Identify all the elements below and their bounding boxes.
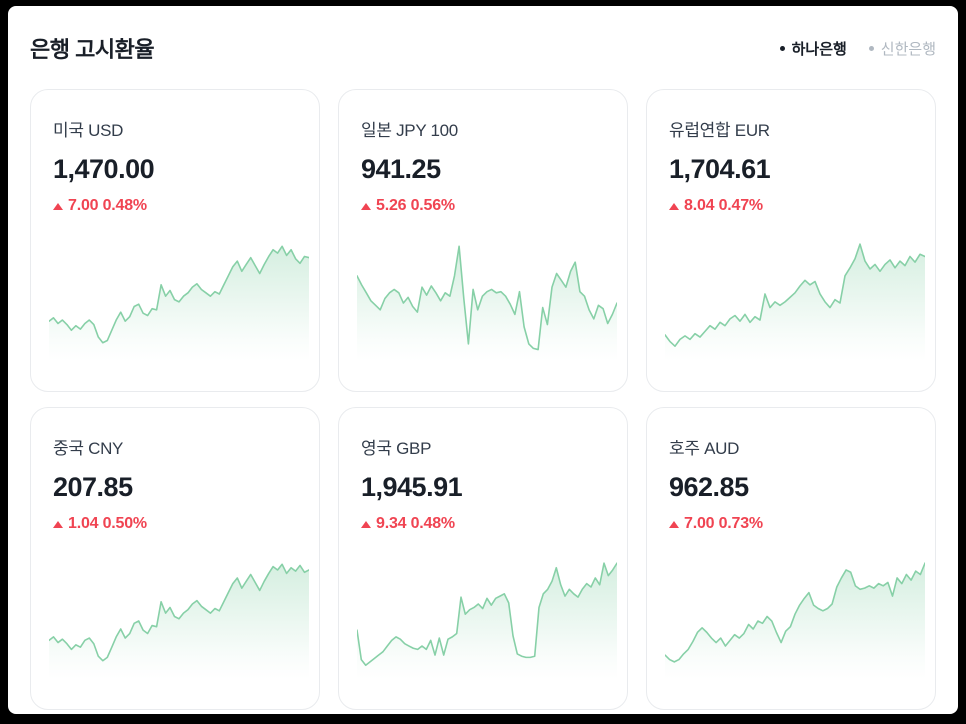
sparkline-chart-eur: [665, 236, 925, 361]
rate-change-usd: 7.00 0.48%: [31, 197, 319, 215]
up-arrow-icon: [53, 520, 63, 528]
sparkline-chart-cny: [49, 554, 309, 679]
rate-value-eur: 1,704.61: [669, 154, 771, 184]
rate-change-eur: 8.04 0.47%: [647, 197, 935, 215]
rate-change-gbp: 9.34 0.48%: [339, 515, 627, 533]
currency-name-aud: 호주 AUD: [669, 439, 740, 458]
page-title: 은행 고시환율: [30, 37, 155, 62]
sparkline-chart-gbp: [357, 554, 617, 679]
rate-card-aud[interactable]: 호주 AUD 962.85 7.00 0.73%: [646, 407, 936, 710]
rate-change-text-aud: 7.00 0.73%: [684, 515, 763, 532]
up-arrow-icon: [669, 202, 679, 210]
rate-change-text-cny: 1.04 0.50%: [68, 515, 147, 532]
exchange-rates-panel: 은행 고시환율 하나은행 신한은행 미국 USD 1,470.00 7.00 0…: [8, 6, 958, 714]
legend-label-shinhan: 신한은행: [880, 40, 936, 58]
hana-dot-icon: [779, 45, 785, 51]
currency-name-cny: 중국 CNY: [53, 439, 124, 458]
legend-item-shinhan[interactable]: 신한은행: [868, 38, 936, 59]
rate-change-text-gbp: 9.34 0.48%: [376, 515, 455, 532]
up-arrow-icon: [53, 202, 63, 210]
rate-change-text-jpy: 5.26 0.56%: [376, 197, 455, 214]
rate-card-gbp[interactable]: 영국 GBP 1,945.91 9.34 0.48%: [338, 407, 628, 710]
rate-value-gbp: 1,945.91: [361, 472, 463, 502]
sparkline-chart-jpy: [357, 236, 617, 361]
rate-value-usd: 1,470.00: [53, 154, 155, 184]
sparkline-chart-aud: [665, 554, 925, 679]
currency-name-eur: 유럽연합 EUR: [669, 121, 770, 140]
rate-card-jpy[interactable]: 일본 JPY 100 941.25 5.26 0.56%: [338, 89, 628, 392]
up-arrow-icon: [361, 520, 371, 528]
rate-cards-grid: 미국 USD 1,470.00 7.00 0.48% 일본 JPY 100 94…: [30, 89, 936, 710]
rate-change-cny: 1.04 0.50%: [31, 515, 319, 533]
rate-change-jpy: 5.26 0.56%: [339, 197, 627, 215]
currency-name-jpy: 일본 JPY 100: [361, 121, 458, 140]
rate-value-aud: 962.85: [669, 472, 749, 502]
up-arrow-icon: [361, 202, 371, 210]
rate-value-jpy: 941.25: [361, 154, 441, 184]
rate-change-text-eur: 8.04 0.47%: [684, 197, 763, 214]
rate-card-usd[interactable]: 미국 USD 1,470.00 7.00 0.48%: [30, 89, 320, 392]
rate-change-aud: 7.00 0.73%: [647, 515, 935, 533]
shinhan-dot-icon: [868, 45, 874, 51]
rate-card-eur[interactable]: 유럽연합 EUR 1,704.61 8.04 0.47%: [646, 89, 936, 392]
currency-name-usd: 미국 USD: [53, 121, 124, 140]
rate-value-cny: 207.85: [53, 472, 133, 502]
sparkline-chart-usd: [49, 236, 309, 361]
panel-header: 은행 고시환율 하나은행 신한은행: [8, 6, 958, 64]
rate-card-cny[interactable]: 중국 CNY 207.85 1.04 0.50%: [30, 407, 320, 710]
up-arrow-icon: [669, 520, 679, 528]
legend-item-hana[interactable]: 하나은행: [779, 38, 847, 59]
currency-name-gbp: 영국 GBP: [361, 439, 432, 458]
legend-label-hana: 하나은행: [791, 40, 847, 58]
bank-legend: 하나은행 신한은행: [779, 38, 936, 59]
rate-change-text-usd: 7.00 0.48%: [68, 197, 147, 214]
